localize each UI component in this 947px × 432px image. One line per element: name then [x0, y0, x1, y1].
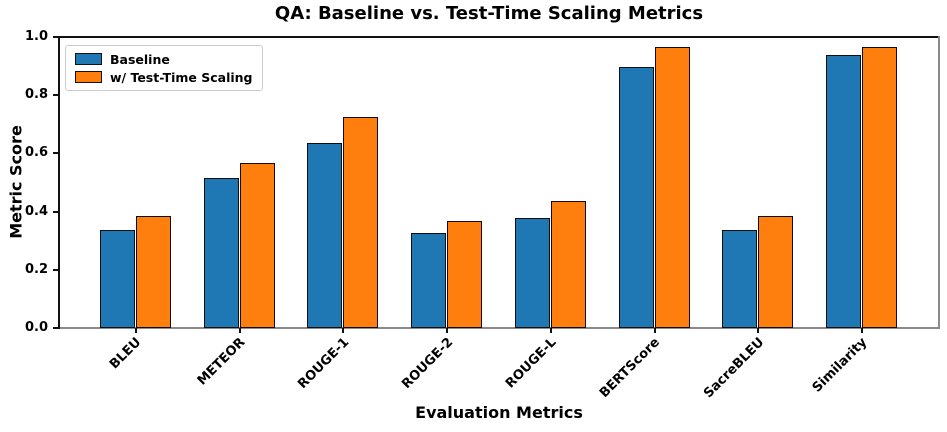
x-axis-label: Evaluation Metrics	[415, 403, 583, 422]
y-axis-line	[58, 36, 60, 329]
legend-item-baseline: Baseline	[75, 51, 253, 67]
bar-baseline-similarity	[825, 55, 861, 328]
x-tick-mark	[135, 328, 137, 333]
bar-w-test-time-scaling-bertscore	[654, 46, 690, 328]
bar-baseline-meteor	[203, 177, 239, 328]
y-tick-label-1.0: 1.0	[24, 29, 48, 44]
x-tick-mark	[860, 328, 863, 333]
y-tick-mark	[53, 36, 59, 38]
baseline-color-swatch	[75, 53, 102, 65]
y-axis-label: Metric Score	[6, 125, 26, 239]
y-tick-mark	[53, 268, 59, 271]
bar-baseline-bertscore	[618, 67, 654, 328]
chart-title: QA: Baseline vs. Test-Time Scaling Metri…	[274, 3, 704, 24]
x-tick-label-rouge-1: ROUGE-1	[295, 335, 353, 392]
bar-w-test-time-scaling-similarity	[861, 46, 897, 328]
test-time-scaling-color-swatch	[75, 71, 102, 83]
legend: Baseline w/ Test-Time Scaling	[65, 45, 263, 91]
x-tick-mark	[549, 328, 552, 333]
x-tick-label-sacrebleu: SacreBLEU	[700, 335, 767, 402]
x-tick-mark	[757, 328, 760, 333]
y-tick-mark	[53, 152, 59, 155]
bar-w-test-time-scaling-bleu	[136, 215, 171, 328]
bar-w-test-time-scaling-rouge-l	[550, 200, 586, 328]
bar-w-test-time-scaling-sacrebleu	[758, 215, 794, 328]
legend-label: Baseline	[110, 51, 170, 67]
x-tick-label-similarity: Similarity	[810, 335, 871, 396]
top-spine	[58, 36, 940, 38]
y-tick-label-0.0: 0.0	[24, 320, 48, 335]
y-tick-label-0.2: 0.2	[24, 261, 48, 277]
y-tick-mark	[53, 94, 59, 97]
y-tick-mark	[53, 210, 59, 213]
bar-baseline-rouge-1	[307, 142, 343, 328]
x-tick-label-bleu: BLEU	[107, 335, 145, 373]
x-tick-mark	[342, 328, 345, 333]
y-tick-label-0.6: 0.6	[24, 145, 48, 161]
x-tick-label-rouge-l: ROUGE-L	[502, 335, 560, 392]
bar-w-test-time-scaling-rouge-1	[343, 116, 379, 328]
x-tick-label-bertscore: BERTScore	[597, 335, 664, 401]
right-spine	[938, 36, 940, 329]
bar-w-test-time-scaling-meteor	[239, 163, 275, 328]
y-tick-label-0.8: 0.8	[24, 87, 48, 103]
x-tick-mark	[653, 328, 656, 333]
bar-baseline-sacrebleu	[722, 230, 758, 328]
bar-baseline-rouge-2	[411, 232, 447, 328]
y-tick-label-0.4: 0.4	[24, 203, 48, 219]
x-tick-mark	[238, 328, 241, 333]
bar-baseline-bleu	[100, 230, 135, 328]
x-tick-mark	[446, 328, 449, 333]
bar-baseline-rouge-l	[514, 218, 550, 328]
legend-item-test-time-scaling: w/ Test-Time Scaling	[75, 69, 253, 85]
plot-area: BLEU METEOR ROUGE-1 ROUGE-2 ROUGE-L BERTScore…	[25, 29, 940, 401]
x-tick-label-rouge-2: ROUGE-2	[398, 335, 456, 392]
bar-w-test-time-scaling-rouge-2	[447, 221, 483, 328]
x-axis-line	[58, 327, 940, 329]
legend-label: w/ Test-Time Scaling	[110, 69, 253, 85]
x-tick-label-meteor: METEOR	[194, 335, 249, 389]
y-tick-mark	[53, 327, 59, 329]
